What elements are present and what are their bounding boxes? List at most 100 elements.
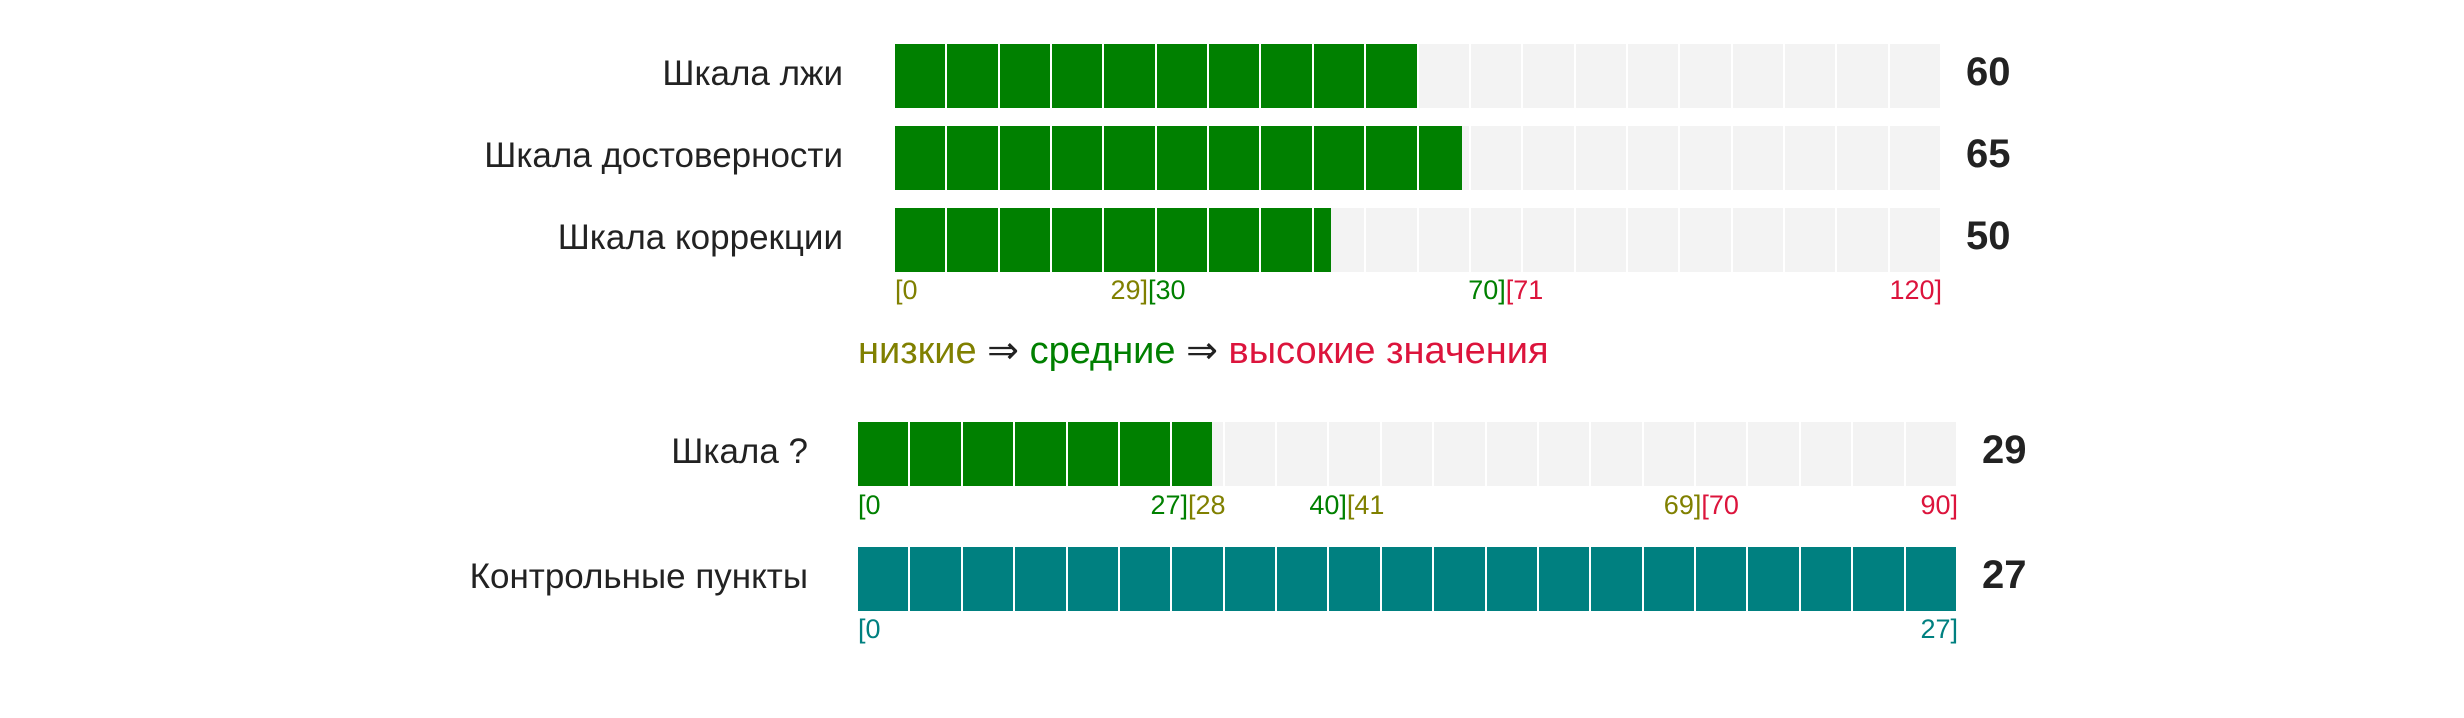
bar-fill [858,547,1958,611]
bar-segment-divider [1678,44,1681,108]
range-tick-label: 70] [1468,275,1506,305]
bar-segment-divider [1694,422,1697,486]
bar-track [858,547,1958,611]
bar-segment-divider [1154,208,1157,272]
bar-segment-divider [1521,126,1524,190]
bar-segment-divider [1013,547,1016,611]
score-value: 29 [1982,428,2027,472]
bar-segment-divider [1379,422,1382,486]
legend-arrow-2: ⇒ [1175,330,1229,372]
bar-fill [858,422,1213,486]
bar-segment-divider [1207,208,1210,272]
bar-segment-divider [1311,208,1314,272]
bar-track [895,208,1942,272]
bar-segment-divider [945,44,948,108]
bar-segment-divider [1222,547,1225,611]
legend-arrow-1: ⇒ [976,330,1030,372]
bar-segment-divider [997,126,1000,190]
bar-segment-divider [1468,44,1471,108]
bar-segment-divider [1468,208,1471,272]
bar-segment-divider [1117,422,1120,486]
score-value: 27 [1982,553,2027,597]
bar-segment-divider [1730,44,1733,108]
bar-segment-divider [945,208,948,272]
score-value: 50 [1966,214,2011,258]
bar-segment-divider [1102,44,1105,108]
bar-segment-divider [997,44,1000,108]
bar-segment-divider [1364,44,1367,108]
bar-segment-divider [960,547,963,611]
bar-segment-divider [960,422,963,486]
range-tick-label: [0 [858,614,881,644]
bar-segment-divider [1730,126,1733,190]
bar-segment-divider [1678,208,1681,272]
bar-segment-divider [1641,422,1644,486]
bar-segment-divider [1311,44,1314,108]
bar-segment-divider [1798,422,1801,486]
bar-segment-divider [1625,44,1628,108]
legend-high: высокие значения [1228,330,1549,372]
legend-low: низкие [858,330,977,372]
bar-segment-divider [1222,422,1225,486]
bar-segment-divider [1782,44,1785,108]
scale-label: Шкала коррекции [557,218,843,257]
bar-segment-divider [1573,208,1576,272]
bar-fill [895,44,1419,108]
bar-segment-divider [1887,208,1890,272]
bar-segment-divider [1327,422,1330,486]
bar-segment-divider [908,422,911,486]
range-tick-label: 29] [1110,275,1149,305]
bar-segment-divider [1835,208,1838,272]
bar-segment-divider [1573,44,1576,108]
bar-segment-divider [1887,126,1890,190]
bar-segment-divider [1694,547,1697,611]
range-tick-label: [28 [1188,490,1226,520]
bar-segment-divider [1050,208,1053,272]
score-value: 60 [1966,50,2011,94]
bar-segment-divider [1851,547,1854,611]
range-tick-label: 27] [1150,490,1188,520]
bar-segment-divider [1364,208,1367,272]
bar-segment-divider [908,547,911,611]
bar-segment-divider [1940,126,1942,190]
scale-label: Шкала лжи [662,54,843,93]
range-tick-label: [70 [1701,490,1739,520]
bar-segment-divider [1050,126,1053,190]
bar-segment-divider [1364,126,1367,190]
bar-segment-divider [1154,126,1157,190]
bar-segment-divider [1589,547,1592,611]
bar-segment-divider [1259,208,1262,272]
bar-segment-divider [1956,547,1958,611]
scale-label: Шкала ? [671,432,808,471]
bar-segment-divider [1782,208,1785,272]
range-tick-label: [0 [858,490,881,520]
bar-segment-divider [1432,547,1435,611]
bar-segment-divider [1851,422,1854,486]
bar-segment-divider [1416,126,1419,190]
bar-segment-divider [1170,547,1173,611]
bar-fill [895,208,1332,272]
bar-segment-divider [1798,547,1801,611]
bar-segment-divider [1521,208,1524,272]
bar-segment-divider [1154,44,1157,108]
bar-fill [895,126,1463,190]
bar-segment-divider [1416,208,1419,272]
bar-segment-divider [1746,422,1749,486]
bar-segment-divider [1536,547,1539,611]
legend: низкие ⇒ средние ⇒ высокие значения [858,328,1549,373]
bar-segment-divider [1641,547,1644,611]
range-tick-label: 40] [1309,490,1347,520]
bar-segment-divider [1117,547,1120,611]
bar-track [895,126,1942,190]
bar-segment-divider [1536,422,1539,486]
bar-segment-divider [1013,422,1016,486]
bar-segment-divider [1835,44,1838,108]
range-tick-label: [41 [1346,490,1385,520]
legend-mid: средние [1029,330,1176,372]
range-tick-label: 120] [1889,275,1942,305]
bar-segment-divider [1207,44,1210,108]
bar-segment-divider [1311,126,1314,190]
bar-segment-divider [1102,126,1105,190]
range-tick-label: 69] [1663,490,1702,520]
